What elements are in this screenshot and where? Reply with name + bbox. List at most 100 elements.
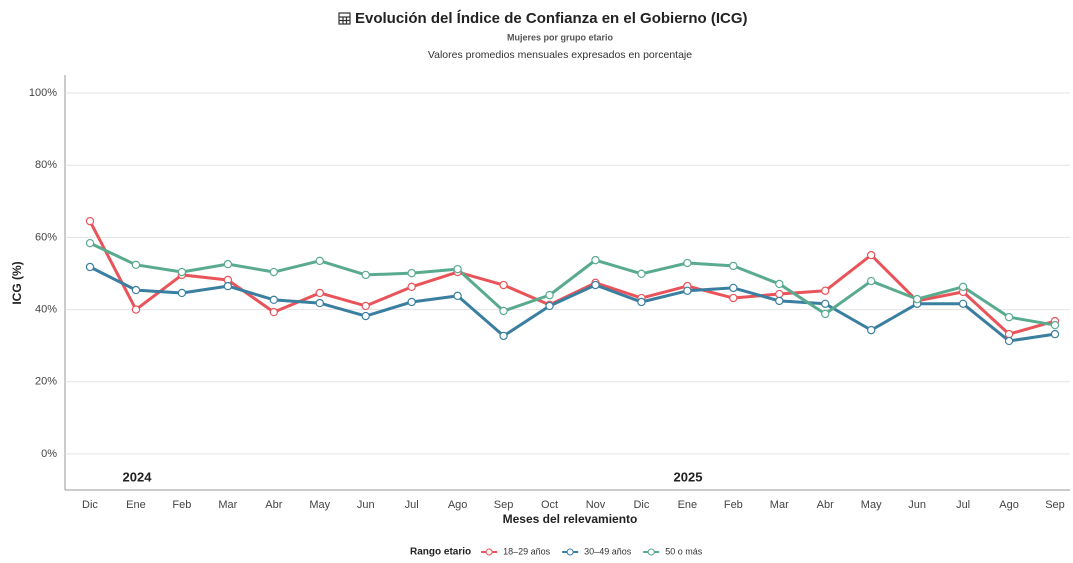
point	[591, 255, 600, 265]
point	[223, 259, 233, 269]
point	[821, 286, 830, 295]
point	[407, 282, 416, 292]
point	[453, 264, 462, 274]
legend-label: 30–49 años	[584, 546, 632, 556]
point	[866, 250, 876, 260]
point	[821, 299, 830, 308]
chart-caption: Valores promedios mensuales expresados e…	[428, 49, 692, 61]
x-tick-label: Oct	[541, 499, 558, 511]
legend-label: 50 o más	[665, 546, 703, 556]
x-tick-label: Jun	[908, 499, 926, 511]
point	[407, 297, 416, 307]
point	[821, 309, 830, 319]
point	[545, 290, 554, 300]
point	[1004, 336, 1014, 346]
x-tick-label: Mar	[218, 499, 237, 511]
chart-title: Evolución del Índice de Confianza en el …	[355, 10, 748, 27]
point	[775, 289, 784, 299]
legend-swatch-point	[566, 548, 574, 556]
x-tick-label: Feb	[724, 499, 743, 511]
point	[775, 296, 784, 306]
point	[85, 262, 95, 272]
x-tick-label: Dic	[633, 499, 649, 511]
y-tick-label: 100%	[29, 87, 57, 99]
point	[958, 282, 968, 292]
chart-subtitle: Mujeres por grupo etario	[507, 32, 614, 42]
point	[131, 305, 141, 314]
point	[499, 331, 508, 341]
series-line	[89, 241, 1056, 327]
x-axis-title: Meses del relevamiento	[503, 512, 638, 526]
point	[499, 306, 508, 316]
point	[683, 286, 692, 295]
x-tick-label: Nov	[586, 499, 606, 511]
grid	[65, 92, 1070, 455]
y-axis-title: ICG (%)	[10, 261, 24, 304]
point	[315, 256, 324, 266]
point	[453, 291, 462, 301]
point	[866, 325, 876, 335]
x-tick-label: Jul	[956, 499, 970, 511]
x-tick-label: Ago	[999, 499, 1019, 511]
x-tick-label: May	[309, 499, 330, 511]
x-tick-label: Feb	[172, 499, 191, 511]
x-tick-label: May	[861, 499, 882, 511]
point	[269, 307, 279, 317]
point	[637, 269, 646, 279]
series-line	[89, 265, 1056, 343]
year-annotation: 2024	[123, 469, 153, 484]
point	[1050, 320, 1060, 330]
point	[361, 301, 370, 311]
x-tick-label: Abr	[265, 499, 282, 511]
point	[866, 276, 876, 286]
point	[177, 267, 187, 277]
point	[683, 258, 692, 268]
year-annotation: 2025	[674, 469, 703, 484]
x-tick-label: Sep	[494, 499, 514, 511]
x-tick-label: Ene	[678, 499, 698, 511]
point	[729, 283, 738, 293]
point	[177, 288, 187, 298]
point	[958, 299, 968, 308]
point	[269, 267, 279, 277]
point	[407, 268, 416, 278]
point	[1004, 312, 1014, 322]
legend-label: 18–29 años	[503, 546, 551, 556]
x-tick-label: Ago	[448, 499, 468, 511]
y-tick-label: 0%	[41, 448, 57, 460]
point	[85, 216, 95, 226]
point	[361, 270, 370, 280]
point	[637, 297, 646, 307]
x-tick-label: Sep	[1045, 499, 1065, 511]
y-tick-label: 20%	[35, 376, 57, 388]
point	[1050, 329, 1060, 339]
point	[1004, 329, 1014, 339]
title-icon	[338, 12, 351, 25]
point	[223, 281, 233, 291]
point	[591, 280, 600, 290]
point	[912, 294, 922, 304]
legend-swatch-point	[647, 548, 655, 556]
x-tick-label: Jun	[357, 499, 375, 511]
point	[499, 280, 508, 290]
x-tick-label: Dic	[82, 499, 98, 511]
y-tick-label: 80%	[35, 159, 57, 171]
point	[85, 238, 95, 248]
point	[729, 293, 738, 303]
y-tick-label: 60%	[35, 231, 57, 243]
point	[315, 288, 324, 298]
legend-swatch-point	[485, 548, 493, 556]
x-tick-label: Jul	[405, 499, 419, 511]
point	[729, 261, 738, 271]
point	[131, 285, 141, 295]
x-tick-label: Abr	[817, 499, 834, 511]
x-tick-label: Mar	[770, 499, 789, 511]
point	[775, 279, 784, 289]
y-tick-label: 40%	[35, 303, 57, 315]
legend-title: Rango etario	[410, 547, 471, 558]
point	[269, 295, 279, 305]
point	[361, 311, 370, 321]
point	[131, 260, 141, 270]
x-tick-label: Ene	[126, 499, 146, 511]
